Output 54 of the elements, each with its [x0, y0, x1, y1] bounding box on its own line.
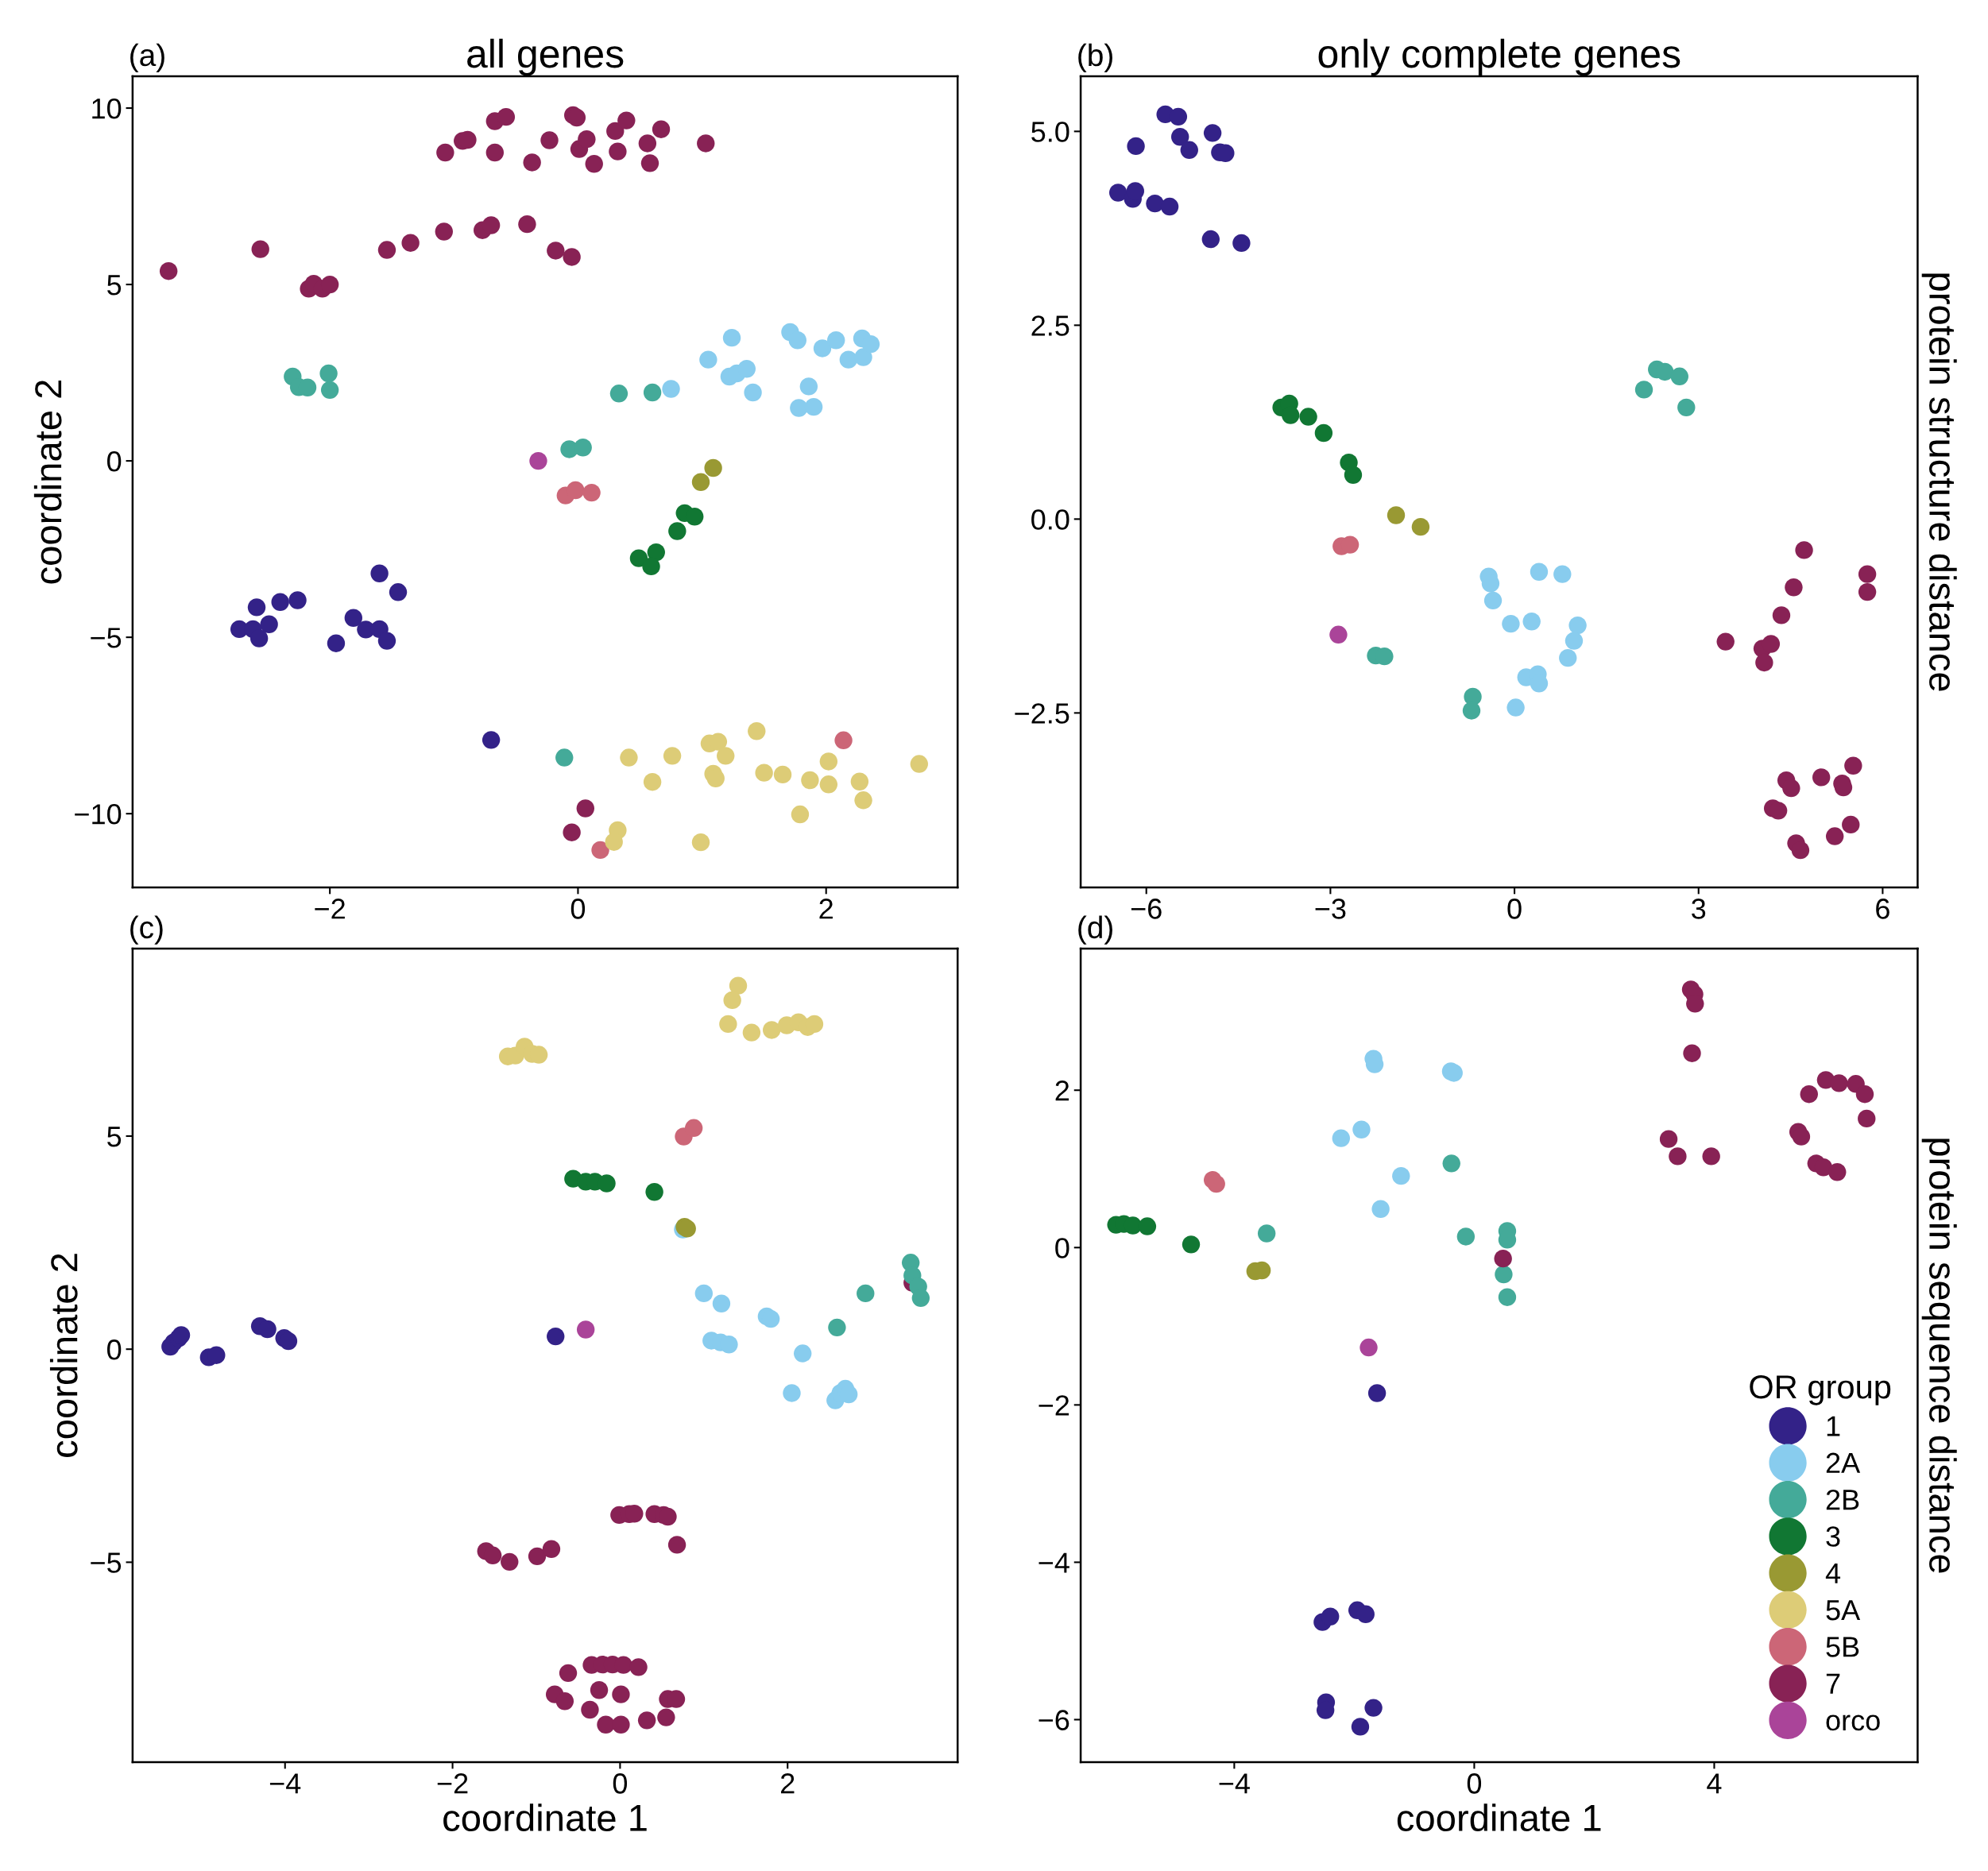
- x-tick-label: 0: [570, 899, 586, 919]
- text: (c): [130, 915, 163, 945]
- legend-label: 5B: [1826, 1637, 1859, 1657]
- y-tick-label: 2.5: [1031, 315, 1069, 336]
- x-tick-label: 0: [613, 1773, 628, 1794]
- y-tick-label: −5: [91, 1552, 122, 1573]
- y-tick-label: 2: [1055, 1080, 1069, 1101]
- y-tick-label: 5.0: [1031, 122, 1069, 142]
- y-tick-label: −4: [1038, 1552, 1069, 1573]
- y2-axis-title: protein sequence distance: [1921, 1138, 1957, 1573]
- legend-title: OR group: [1750, 1374, 1891, 1405]
- x-tick-label: 0: [1467, 1773, 1482, 1794]
- x-axis-title: coordinate 1: [1397, 1803, 1601, 1832]
- x-tick-label: −4: [1219, 1773, 1250, 1794]
- y2-axis-title: protein structure distance: [1921, 273, 1957, 691]
- x-tick-label: 6: [1876, 899, 1889, 919]
- y-tick-label: 0: [107, 1339, 122, 1360]
- text: (b): [1078, 43, 1112, 72]
- legend-label: 4: [1825, 1563, 1841, 1583]
- x-tick-label: −3: [1315, 899, 1346, 919]
- legend-label: 5A: [1826, 1600, 1861, 1621]
- y-tick-label: 0.0: [1031, 509, 1069, 530]
- y-tick-label: −6: [1038, 1710, 1069, 1730]
- legend-label: 3: [1826, 1526, 1840, 1547]
- x-tick-label: −6: [1131, 899, 1162, 919]
- x-tick-label: −4: [269, 1773, 301, 1794]
- x-tick-label: −2: [437, 1773, 468, 1794]
- x-tick-label: 2: [781, 1773, 795, 1794]
- y-tick-label: −10: [75, 804, 122, 825]
- legend-label: 2B: [1826, 1489, 1859, 1510]
- y-tick-label: −2.5: [1015, 703, 1069, 724]
- y-tick-label: 0: [1055, 1238, 1069, 1258]
- y-tick-label: 5: [107, 275, 122, 296]
- y-axis-title: coordinate 2: [49, 1254, 78, 1457]
- y-tick-label: 10: [92, 98, 122, 119]
- x-axis-title: coordinate 1: [443, 1803, 647, 1832]
- legend-label: orco: [1826, 1714, 1880, 1731]
- y-tick-label: −5: [91, 628, 122, 648]
- x-tick-label: 2: [819, 899, 833, 919]
- legend-label: 7: [1826, 1673, 1840, 1694]
- y-axis-title: coordinate 2: [33, 380, 62, 584]
- x-tick-label: 4: [1707, 1773, 1722, 1794]
- y-tick-label: 0: [107, 450, 122, 472]
- y-tick-label: −2: [1038, 1395, 1069, 1416]
- legend-label: 1: [1827, 1416, 1840, 1436]
- legend-label: 2A: [1826, 1452, 1861, 1473]
- chart-title: all genes: [467, 38, 624, 76]
- y-tick-label: 5: [107, 1127, 122, 1147]
- text: (d): [1078, 915, 1112, 945]
- text: (a): [130, 43, 164, 72]
- x-tick-label: 3: [1692, 899, 1706, 919]
- chart-title: only complete genes: [1318, 38, 1681, 76]
- x-tick-label: 0: [1507, 899, 1522, 919]
- x-tick-label: −2: [315, 899, 345, 919]
